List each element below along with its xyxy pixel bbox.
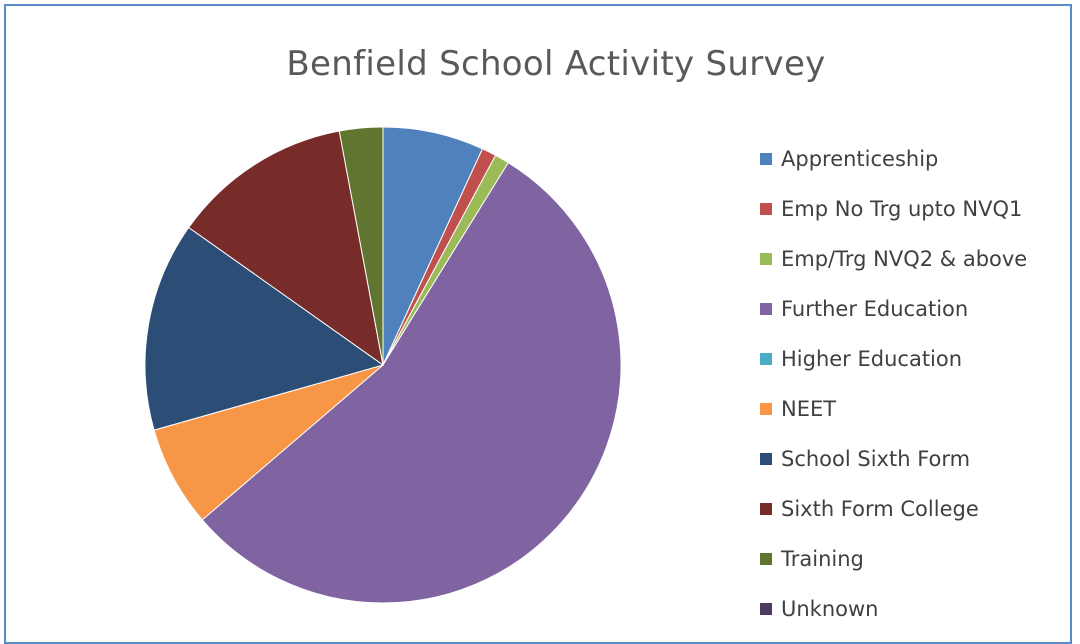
legend-swatch [760, 353, 772, 365]
legend-item-further-education: Further Education [760, 284, 1027, 334]
pie-slice-school-sixth-form [144, 226, 385, 431]
legend-item-sixth-form-college: Sixth Form College [760, 484, 1027, 534]
legend-item-school-sixth-form: School Sixth Form [760, 434, 1027, 484]
legend-item-unknown: Unknown [760, 584, 1027, 634]
legend-label: Emp No Trg upto NVQ1 [781, 197, 1023, 221]
legend-swatch [760, 203, 772, 215]
legend-label: Apprenticeship [781, 147, 939, 171]
legend-label: Training [781, 547, 864, 571]
legend-swatch [760, 153, 772, 165]
legend-label: Higher Education [781, 347, 963, 371]
pie-slice-further-education [201, 161, 622, 604]
legend-swatch [760, 303, 772, 315]
legend-swatch [760, 503, 772, 515]
legend-swatch [760, 553, 772, 565]
legend-item-neet: NEET [760, 384, 1027, 434]
pie-slice-sixth-form-college [188, 130, 384, 367]
legend-item-emp-trg-nvq2-and-above: Emp/Trg NVQ2 & above [760, 234, 1027, 284]
pie-slice-training [338, 126, 384, 366]
legend-label: School Sixth Form [781, 447, 971, 471]
legend-item-training: Training [760, 534, 1027, 584]
chart-title: Benfield School Activity Survey [286, 44, 826, 84]
legend-label: Emp/Trg NVQ2 & above [781, 247, 1028, 271]
legend-item-higher-education: Higher Education [760, 334, 1027, 384]
legend-label: Sixth Form College [781, 497, 979, 521]
legend-item-apprenticeship: Apprenticeship [760, 134, 1027, 184]
legend-swatch [760, 603, 772, 615]
legend-item-emp-no-trg-upto-nvq1: Emp No Trg upto NVQ1 [760, 184, 1027, 234]
legend-swatch [760, 453, 772, 465]
legend-label: Unknown [781, 597, 879, 621]
legend-label: Further Education [781, 297, 969, 321]
legend: Apprenticeship Emp No Trg upto NVQ1 Emp/Tr… [760, 134, 1027, 634]
legend-label: NEET [781, 397, 837, 421]
legend-swatch [760, 403, 772, 415]
legend-swatch [760, 253, 772, 265]
